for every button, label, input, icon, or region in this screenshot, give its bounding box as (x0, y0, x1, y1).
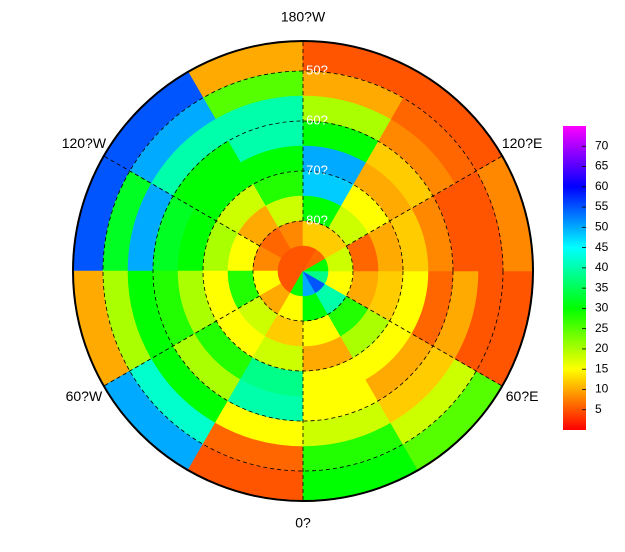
lon-grid-line (103, 295, 260, 387)
lon-label: 60?W (66, 388, 103, 404)
colorbar-label: 50 (595, 220, 609, 234)
lon-label: 180?W (281, 9, 326, 25)
colorbar-label: 55 (595, 199, 609, 213)
colorbar-label: 65 (595, 159, 609, 173)
lat-label: 60? (306, 112, 328, 127)
colorbar-label: 10 (595, 382, 609, 396)
lat-grid-line (152, 120, 454, 422)
lat-label: 80? (306, 212, 328, 227)
lon-label: 60?E (506, 388, 539, 404)
colorbar-label: 30 (595, 301, 609, 315)
colorbar-label: 40 (595, 260, 609, 274)
colorbar-label: 15 (595, 361, 609, 375)
colorbar-label: 35 (595, 280, 609, 294)
colorbar-label: 25 (595, 321, 609, 335)
lat-label: 50? (306, 62, 328, 77)
lon-grid-line (103, 155, 260, 247)
heat-cell (302, 245, 316, 273)
lon-grid-line (346, 155, 503, 247)
colorbar (563, 126, 586, 430)
lat-grid-line (102, 70, 504, 472)
colorbar-label: 20 (595, 341, 609, 355)
lat-label: 70? (306, 162, 328, 177)
lon-label: 120?W (62, 135, 107, 151)
colorbar-label: 60 (595, 179, 609, 193)
map-border (72, 40, 534, 502)
lon-label: 120?E (502, 135, 542, 151)
colorbar-label: 45 (595, 240, 609, 254)
lon-grid-line (346, 295, 503, 387)
colorbar-label: 70 (595, 138, 609, 152)
colorbar-label: 5 (595, 402, 602, 416)
lon-label: 0? (295, 515, 311, 531)
